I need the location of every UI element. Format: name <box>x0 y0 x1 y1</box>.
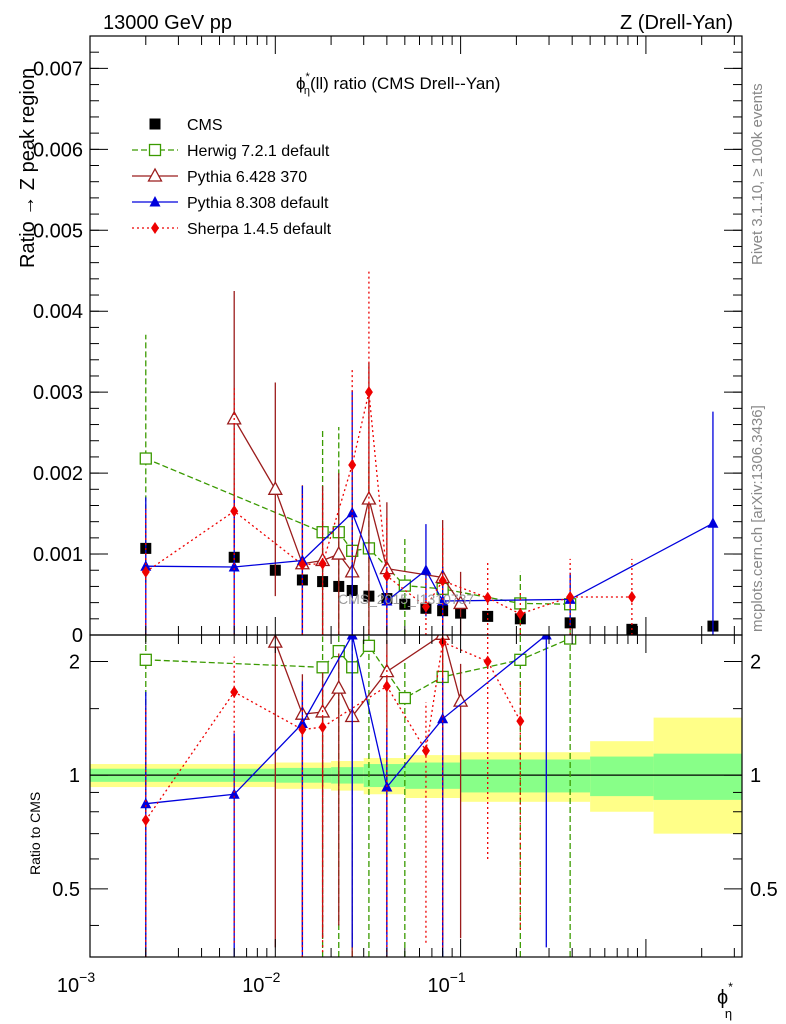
green-band-segment <box>460 759 591 793</box>
main-axes: 0 0.001 0.002 0.003 0.004 0.005 0.006 0.007 <box>33 35 743 647</box>
sherpa-1-4-5-default-point <box>318 557 327 570</box>
green-band-segment <box>653 753 742 800</box>
pythia-6-428-370-point <box>331 679 347 694</box>
sherpa-1-4-5-default-point <box>483 591 492 604</box>
y-tick-label: 0.004 <box>33 301 83 323</box>
pythia-8-308-default-point <box>437 595 449 606</box>
herwig-7-2-1-default-point <box>362 639 376 652</box>
pythia-8-308-default-point <box>437 712 449 724</box>
pythia-6-428-370-line <box>233 418 462 604</box>
legend-marker-pythia-6-428-370 <box>147 167 163 182</box>
main-panel <box>90 36 742 635</box>
x-tick-label: 10−3 <box>57 969 95 997</box>
sherpa-1-4-5-default-point <box>627 590 636 603</box>
legend-label-pythia-8-308-default: Pythia 8.308 default <box>187 195 329 212</box>
pythia-6-428-370-point <box>331 545 347 560</box>
herwig-7-2-1-default-point <box>139 653 152 666</box>
legend-label-sherpa-1-4-5-default: Sherpa 1.4.5 default <box>187 221 332 238</box>
sherpa-1-4-5-default-point <box>421 600 430 613</box>
x-axis-label: ϕ* η <box>717 980 733 1021</box>
cms-point <box>482 610 494 622</box>
herwig-7-2-1-default-point <box>398 579 411 592</box>
x-tick-label: 10−2 <box>242 969 280 997</box>
ratio-frame <box>89 634 743 958</box>
y-tick-label: 0.007 <box>33 58 83 80</box>
y-tick-label: 0.001 <box>33 544 83 566</box>
sherpa-1-4-5-default-point <box>141 565 150 578</box>
sherpa-1-4-5-default-point <box>364 386 373 399</box>
sherpa-1-4-5-default-point <box>516 607 525 620</box>
herwig-7-2-1-default-point <box>316 661 329 674</box>
y-tick-label: 0.003 <box>33 382 83 404</box>
pythia-8-308-default-point <box>296 717 308 729</box>
sherpa-1-4-5-default-point <box>483 655 492 668</box>
legend-marker-pythia-8-308-default <box>149 196 161 207</box>
x-tick-label: 10−1 <box>428 969 466 997</box>
sherpa-1-4-5-default-point <box>348 459 357 472</box>
pythia-8-308-default-point <box>140 797 152 809</box>
process-label: Z (Drell-Yan) <box>620 12 733 34</box>
ratio-axes: 10−3 10−2 10−1 0.5 0.5 1 1 2 2 <box>52 634 778 997</box>
herwig-7-2-1-default-point <box>139 452 152 465</box>
analysis-watermark: CMS_2015_I1310737 <box>338 591 474 607</box>
uncertainty-bands <box>90 717 742 834</box>
legend-marker-herwig-7-2-1-default <box>148 143 162 157</box>
sherpa-1-4-5-default-point <box>318 721 327 734</box>
sherpa-1-4-5-default-point <box>382 680 391 693</box>
sherpa-1-4-5-default-point <box>566 590 575 603</box>
pythia-8-308-default-point <box>707 517 719 528</box>
ratio-y-tick-label-right: 1 <box>750 765 761 787</box>
sherpa-1-4-5-default-point <box>438 574 447 587</box>
ratio-y-tick-label: 0.5 <box>52 879 80 901</box>
pythia-6-428-370-point <box>453 692 469 707</box>
sherpa-1-4-5-default-point <box>382 569 391 582</box>
y-tick-label: 0 <box>72 625 83 647</box>
legend-label-herwig-7-2-1-default: Herwig 7.2.1 default <box>187 143 330 160</box>
sherpa-1-4-5-default-point <box>298 558 307 571</box>
herwig-7-2-1-default-point <box>398 691 411 705</box>
ratio-y-tick-label: 2 <box>69 651 80 673</box>
sherpa-1-4-5-default-point <box>298 723 307 736</box>
sherpa-1-4-5-default-point <box>230 505 239 518</box>
y-tick-label: 0.005 <box>33 220 83 242</box>
sherpa-1-4-5-default-point <box>230 686 239 699</box>
legend-marker-cms <box>149 118 161 130</box>
pythia-8-308-default-point <box>381 595 393 606</box>
herwig-7-2-1-default-point <box>563 635 577 645</box>
pythia-6-428-370-point <box>453 595 469 610</box>
ratio-y-tick-label-right: 2 <box>750 651 761 673</box>
pythia-6-428-370-point <box>267 480 283 495</box>
ratio-plot-area <box>139 635 577 957</box>
green-band-segment <box>590 756 654 797</box>
y-tick-label: 0.006 <box>33 139 83 161</box>
legend: CMS Herwig 7.2.1 default Pythia 6.428 370 P… <box>132 117 332 238</box>
mcplots-label: mcplots.cern.ch [arXiv:1306.3436] <box>749 405 766 632</box>
rivet-version-label: Rivet 3.1.10, ≥ 100k events <box>749 83 766 265</box>
sherpa-1-4-5-default-point <box>516 715 525 728</box>
energy-label: 13000 GeV pp <box>103 12 232 34</box>
pythia-8-308-default-point <box>228 788 240 799</box>
sherpa-1-4-5-default-point <box>141 814 150 827</box>
main-background <box>90 36 742 635</box>
pythia-8-308-default-point <box>228 561 240 572</box>
ratio-y-tick-label: 1 <box>69 765 80 787</box>
legend-label-pythia-6-428-370: Pythia 6.428 370 <box>187 169 307 186</box>
pythia-8-308-default-point <box>140 560 152 571</box>
y-axis-label: Ratio → Z peak region <box>17 68 39 268</box>
pythia-8-308-default-point <box>346 635 358 640</box>
pythia-8-308-default-point <box>420 564 432 575</box>
plot-title: ϕ* η(ll) ratio (CMS Drell--Yan) <box>296 71 500 97</box>
y-tick-label: 0.002 <box>33 463 83 485</box>
legend-marker-sherpa-1-4-5-default <box>151 222 159 234</box>
main-plot-area <box>139 270 719 635</box>
legend-label-cms: CMS <box>187 117 223 134</box>
sherpa-1-4-5-default-point <box>421 744 430 757</box>
ratio-y-axis-label: Ratio to CMS <box>27 792 43 875</box>
ratio-y-tick-label-right: 0.5 <box>750 879 778 901</box>
